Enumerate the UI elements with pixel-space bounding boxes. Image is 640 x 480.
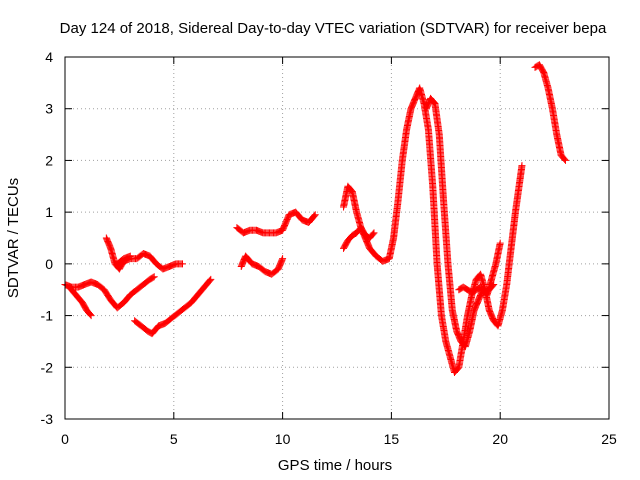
data-series: [531, 61, 569, 164]
x-tick-label: 0: [61, 431, 69, 447]
data-point: [370, 229, 378, 237]
y-tick-label: 3: [45, 101, 53, 117]
data-point: [279, 255, 287, 263]
y-tick-label: -3: [41, 411, 54, 427]
data-point: [496, 239, 504, 247]
data-point: [206, 276, 214, 284]
y-axis-label: SDTVAR / TECUs: [5, 178, 22, 298]
x-tick-label: 15: [384, 431, 400, 447]
data-series: [131, 275, 215, 338]
data-series: [422, 94, 504, 351]
y-tick-label: 2: [45, 152, 53, 168]
data-point: [207, 275, 215, 283]
data-point: [490, 281, 498, 289]
data-series: [65, 283, 95, 320]
plot-frame: [64, 56, 610, 420]
data-series: [237, 252, 287, 278]
y-tick-label: -2: [41, 359, 54, 375]
data-point: [518, 162, 526, 170]
y-tick-label: -1: [41, 308, 54, 324]
data-point: [150, 273, 158, 281]
data-series: [61, 273, 158, 312]
data-series: [113, 252, 134, 268]
data-point: [561, 156, 569, 164]
y-tick-label: 0: [45, 256, 53, 272]
y-tick-labels: -3 -2 -1 0 1 2 3 4: [41, 49, 54, 427]
x-tick-label: 25: [601, 431, 617, 447]
axis-ticks: [64, 56, 610, 420]
grid-lines: [65, 57, 609, 419]
x-tick-label: 20: [492, 431, 508, 447]
x-tick-label: 5: [170, 431, 178, 447]
data-points: [61, 61, 569, 376]
data-point: [86, 311, 94, 319]
x-axis-label: GPS time / hours: [278, 457, 392, 474]
data-series: [340, 224, 378, 252]
data-series: [233, 208, 319, 237]
chart-title: Day 124 of 2018, Sidereal Day-to-day VTE…: [60, 20, 607, 37]
data-series: [340, 84, 526, 376]
data-point: [369, 230, 377, 238]
y-tick-label: 4: [45, 49, 53, 65]
data-point: [561, 155, 569, 163]
data-point: [310, 212, 318, 220]
data-series: [455, 281, 498, 296]
x-tick-labels: 0 5 10 15 20 25: [61, 431, 617, 447]
data-point: [126, 252, 134, 260]
data-point: [149, 273, 157, 281]
data-point: [179, 260, 187, 268]
data-point: [87, 312, 95, 320]
data-point: [311, 211, 319, 219]
y-tick-label: 1: [45, 204, 53, 220]
x-tick-label: 10: [275, 431, 291, 447]
data-point: [489, 282, 497, 290]
data-series: [102, 234, 187, 273]
